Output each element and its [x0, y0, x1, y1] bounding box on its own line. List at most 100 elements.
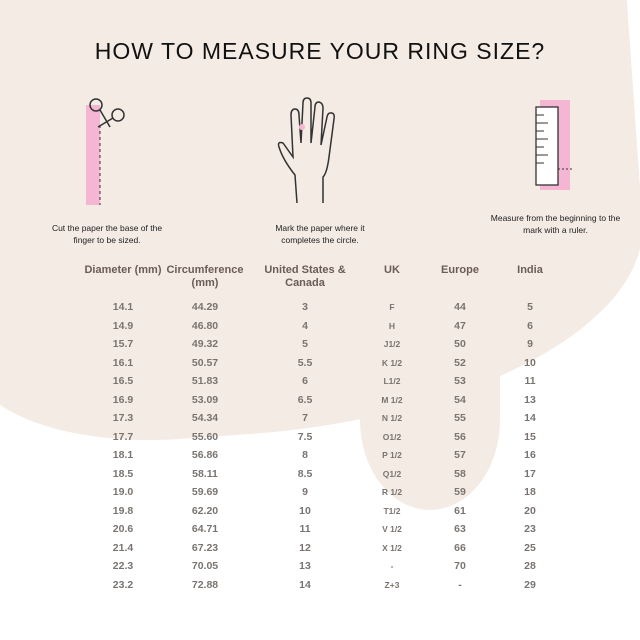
table-cell: 50: [454, 338, 466, 350]
table-cell: 8.5: [297, 467, 313, 480]
table-cell: 16.9: [112, 393, 134, 406]
table-cell: 54: [454, 393, 466, 406]
table-cell: 61: [454, 504, 466, 517]
table-cell: 11: [524, 375, 536, 387]
table-cell: 47: [454, 319, 466, 332]
table-cell: Z+3: [384, 579, 400, 590]
table-cell: 3: [302, 301, 308, 313]
table-cell: 17: [524, 467, 536, 480]
table-cell: 17.3: [112, 412, 134, 424]
column-circumference: Circumference (mm) 44.29 46.80 49.32 50.57 51…: [160, 264, 250, 594]
table-cell: 28: [524, 560, 536, 572]
table-cell: L1/2: [383, 376, 401, 386]
table-cell: 14: [299, 578, 311, 591]
table-cell: 10: [299, 504, 311, 517]
column-header: United States & Canada: [264, 264, 346, 289]
column-us-canada: United States & Canada 3 4 5 5.5 6 6.5 7 7.5 8 8.5…: [260, 264, 350, 594]
table-cell: 14.1: [112, 301, 134, 313]
table-cell: 9: [302, 486, 308, 498]
table-cell: 14: [524, 412, 536, 424]
table-cell: 13: [299, 560, 311, 572]
table-cell: 67.23: [191, 541, 219, 554]
table-cell: 7.5: [297, 430, 313, 443]
step-caption: Measure from the beginning to the mark w…: [490, 213, 621, 235]
table-cell: -: [458, 578, 462, 591]
table-cell: 12: [299, 541, 311, 554]
table-cell: 53.09: [191, 393, 219, 406]
table-cell: 15.7: [112, 338, 134, 350]
table-cell: 44.29: [191, 301, 219, 313]
table-cell: 50.57: [191, 356, 219, 369]
table-cell: 6: [527, 319, 533, 332]
table-cell: 21.4: [112, 541, 134, 554]
table-cell: 66: [454, 541, 466, 554]
column-header: Circumference (mm): [166, 264, 244, 289]
table-cell: N 1/2: [381, 413, 403, 423]
table-cell: 52: [454, 356, 466, 369]
table-cell: 57: [454, 449, 466, 461]
hand-icon: [277, 97, 335, 204]
table-cell: 16.5: [112, 375, 134, 387]
table-cell: 56.86: [191, 449, 219, 461]
column-diameter: Diameter (mm) 14.1 14.9 15.7 16.1 16.5 16.9 17.…: [78, 264, 168, 594]
table-cell: 54.34: [191, 412, 219, 424]
table-cell: 4: [302, 319, 308, 332]
scissors-paper-icon: [86, 98, 125, 205]
table-cell: 13: [524, 393, 536, 406]
table-cell: F: [389, 302, 395, 312]
table-cell: 17.7: [112, 430, 134, 443]
table-cell: 18: [524, 486, 536, 498]
table-cell: 46.80: [191, 319, 219, 332]
column-header: UK: [384, 264, 400, 276]
table-cell: 11: [299, 523, 311, 535]
step-caption: Cut the paper the base of the finger to …: [51, 223, 163, 245]
column-uk: UK F H J1/2 K 1/2 L1/2 M 1/2 N 1/2 O1/2 P 1/2 Q1/2…: [347, 264, 437, 594]
table-cell: 72.88: [191, 578, 219, 591]
table-cell: 51.83: [191, 375, 219, 387]
table-cell: 23.2: [112, 578, 134, 591]
table-cell: 53: [454, 375, 466, 387]
table-cell: 7: [302, 412, 308, 424]
ruler-icon: [535, 100, 574, 190]
table-cell: 20: [524, 504, 536, 517]
table-cell: 29: [524, 578, 536, 591]
table-cell: 18.1: [112, 449, 134, 461]
table-cell: 55.60: [191, 430, 219, 443]
table-cell: 59.69: [191, 486, 219, 498]
table-cell: H: [388, 320, 396, 331]
table-cell: 5: [302, 338, 308, 350]
column-header: Diameter (mm): [84, 264, 162, 276]
table-cell: 20.6: [112, 523, 134, 535]
table-cell: O1/2: [382, 431, 402, 442]
column-header: Europe: [441, 264, 479, 276]
table-cell: 9: [527, 338, 533, 350]
table-cell: 6.5: [297, 393, 313, 406]
background-brush: [360, 330, 500, 510]
table-cell: 15: [524, 430, 536, 443]
table-cell: M 1/2: [381, 394, 403, 405]
table-cell: 23: [524, 523, 536, 535]
table-cell: 49.32: [191, 338, 219, 350]
table-cell: 44: [454, 301, 466, 313]
table-cell: 64.71: [191, 523, 219, 535]
column-india: India 5 6 9 10 11 13 14 15 16 17 18 20 23 25 28 29: [485, 264, 575, 594]
table-cell: 59: [454, 486, 466, 498]
table-cell: R 1/2: [381, 487, 403, 497]
table-cell: Q1/2: [382, 468, 402, 479]
page-title: HOW TO MEASURE YOUR RING SIZE?: [94, 38, 546, 64]
column-header: India: [517, 264, 543, 276]
table-cell: 62.20: [191, 504, 219, 517]
table-cell: 6: [302, 375, 308, 387]
table-cell: 55: [454, 412, 466, 424]
table-cell: 70.05: [191, 560, 219, 572]
table-cell: X 1/2: [382, 542, 402, 553]
table-cell: 16: [524, 449, 536, 461]
table-cell: 19.8: [112, 504, 134, 517]
table-cell: 5.5: [297, 356, 313, 369]
table-cell: T1/2: [383, 505, 401, 516]
table-cell: 70: [454, 560, 466, 572]
table-cell: -: [390, 561, 394, 571]
table-cell: 10: [524, 356, 536, 369]
table-cell: 58.11: [192, 467, 218, 480]
table-cell: J1/2: [383, 339, 401, 349]
